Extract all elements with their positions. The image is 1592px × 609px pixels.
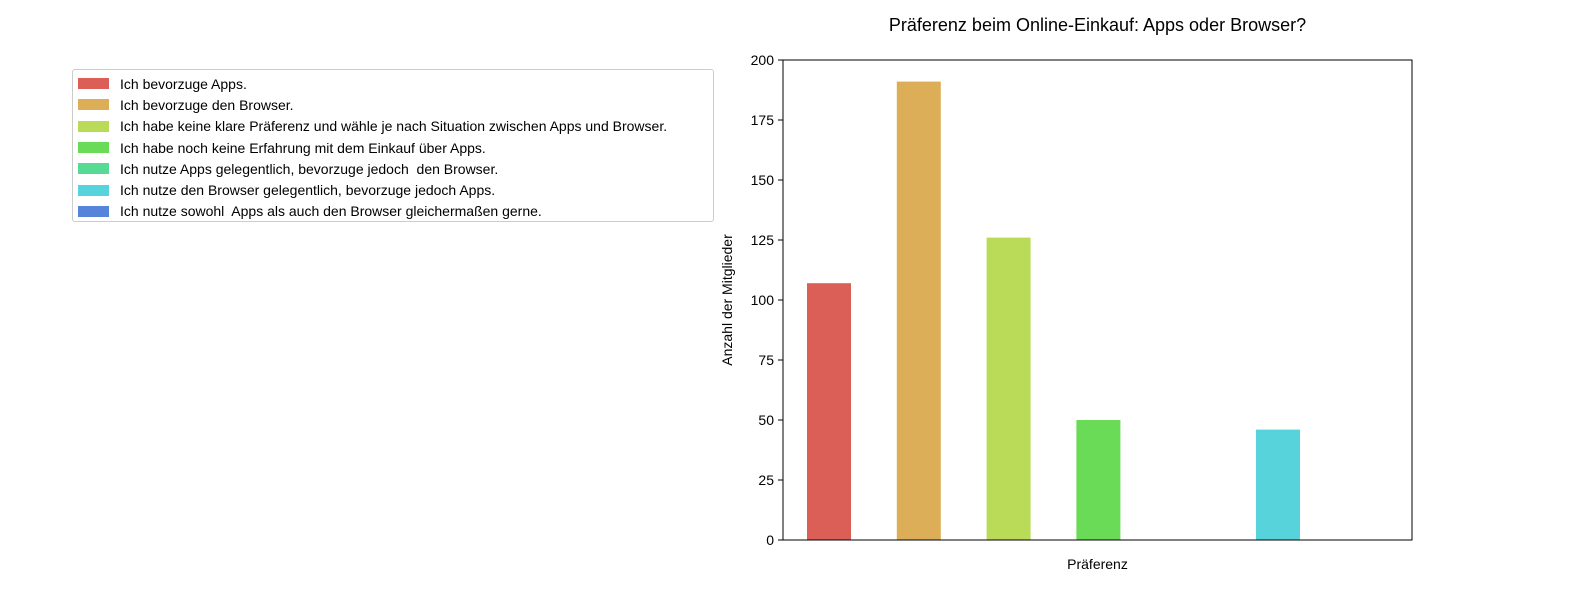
legend-swatch — [78, 99, 109, 111]
legend-label: Ich bevorzuge Apps. — [120, 75, 247, 92]
legend-label: Ich bevorzuge den Browser. — [120, 96, 294, 113]
legend-swatch — [78, 78, 109, 90]
legend-label: Ich nutze den Browser gelegentlich, bevo… — [120, 182, 496, 199]
y-tick-label: 150 — [751, 172, 775, 188]
plot-frame — [782, 59, 1413, 541]
legend-swatch — [78, 120, 109, 132]
bars-group — [807, 81, 1300, 540]
y-tick-label: 0 — [766, 532, 774, 548]
bar — [1076, 420, 1121, 540]
y-tick-label: 25 — [758, 472, 774, 488]
y-tick-label: 75 — [758, 352, 774, 368]
y-tick-label: 125 — [751, 232, 775, 248]
bar — [807, 283, 851, 540]
legend-label: Ich nutze sowohl Apps als auch den Brows… — [120, 203, 542, 220]
legend-swatch — [78, 205, 109, 217]
legend-label: Ich habe noch keine Erfahrung mit dem Ei… — [120, 139, 486, 156]
y-axis-ticks: 0 25 50 75 100 125 150 175 200 — [751, 52, 783, 548]
legend-item: Ich nutze den Browser gelegentlich, bevo… — [78, 179, 713, 200]
y-tick-label: 175 — [751, 112, 775, 128]
legend-swatch — [78, 163, 109, 175]
y-tick-label: 200 — [751, 52, 775, 68]
bar — [1256, 429, 1300, 540]
bar — [896, 81, 941, 540]
bar — [986, 237, 1031, 540]
y-axis-label: Anzahl der Mitglieder — [719, 234, 735, 366]
legend-swatch — [78, 142, 109, 154]
legend-item: Ich nutze Apps gelegentlich, bevorzuge j… — [78, 158, 713, 179]
legend-item: Ich habe noch keine Erfahrung mit dem Ei… — [78, 137, 713, 158]
legend-swatch — [78, 184, 109, 196]
legend-item: Ich bevorzuge Apps. — [78, 73, 713, 94]
legend-item: Ich bevorzuge den Browser. — [78, 94, 713, 115]
legend-label: Ich habe keine klare Präferenz und wähle… — [120, 118, 668, 135]
legend: Ich bevorzuge Apps. Ich bevorzuge den Bro… — [72, 69, 714, 222]
x-axis-label: Präferenz — [1067, 556, 1128, 572]
legend-item: Ich nutze sowohl Apps als auch den Brows… — [78, 201, 713, 222]
legend-label: Ich nutze Apps gelegentlich, bevorzuge j… — [120, 160, 499, 177]
y-tick-label: 50 — [758, 412, 774, 428]
chart-title: Präferenz beim Online-Einkauf: Apps oder… — [888, 15, 1307, 35]
y-tick-label: 100 — [751, 292, 775, 308]
legend-item: Ich habe keine klare Präferenz und wähle… — [78, 116, 713, 137]
